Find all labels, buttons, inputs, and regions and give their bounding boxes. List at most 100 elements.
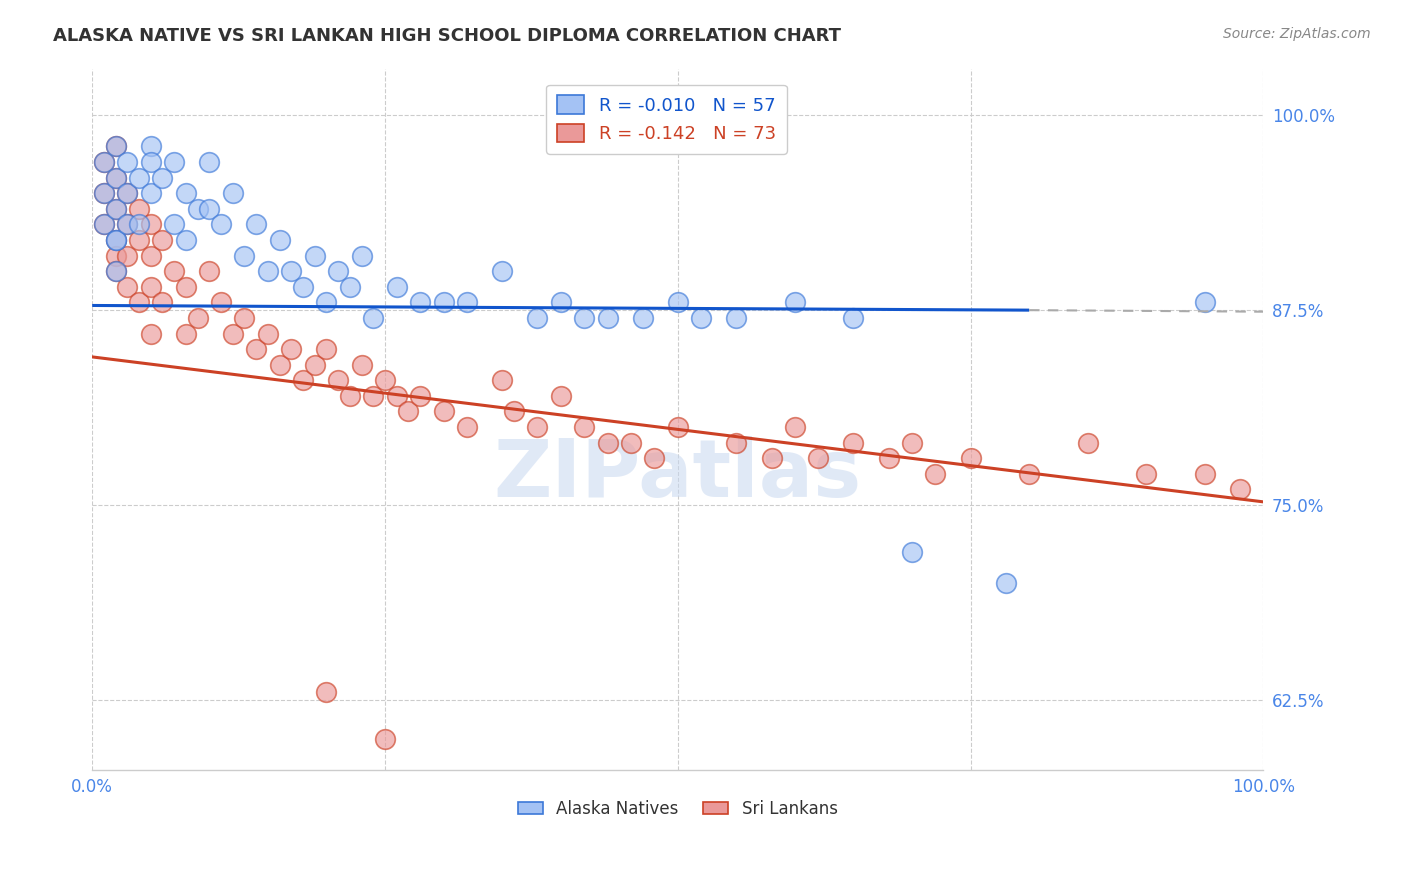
Point [572, 310, 595, 325]
Point [361, 389, 384, 403]
Point [761, 451, 783, 466]
Point [526, 420, 548, 434]
Point [233, 249, 256, 263]
Point [198, 264, 221, 278]
Point [209, 295, 232, 310]
Point [315, 685, 337, 699]
Point [783, 295, 806, 310]
Point [304, 249, 326, 263]
Point [269, 358, 291, 372]
Point [104, 249, 127, 263]
Point [361, 310, 384, 325]
Point [432, 404, 454, 418]
Point [1135, 467, 1157, 481]
Point [350, 358, 373, 372]
Point [198, 155, 221, 169]
Point [924, 467, 946, 481]
Point [93, 186, 115, 201]
Point [139, 279, 162, 293]
Point [104, 264, 127, 278]
Point [550, 389, 572, 403]
Point [104, 170, 127, 185]
Point [1229, 483, 1251, 497]
Point [93, 155, 115, 169]
Point [245, 342, 267, 356]
Point [807, 451, 830, 466]
Legend: Alaska Natives, Sri Lankans: Alaska Natives, Sri Lankans [512, 794, 845, 825]
Point [245, 218, 267, 232]
Point [456, 420, 478, 434]
Point [901, 435, 924, 450]
Point [550, 295, 572, 310]
Point [280, 342, 302, 356]
Point [163, 155, 186, 169]
Point [174, 186, 197, 201]
Point [187, 202, 209, 216]
Point [1194, 295, 1216, 310]
Point [374, 373, 396, 387]
Point [783, 420, 806, 434]
Point [128, 295, 150, 310]
Point [139, 139, 162, 153]
Point [901, 545, 924, 559]
Point [374, 731, 396, 746]
Point [666, 420, 689, 434]
Point [432, 779, 454, 793]
Point [152, 170, 174, 185]
Point [117, 155, 139, 169]
Point [409, 389, 432, 403]
Point [104, 264, 127, 278]
Point [326, 373, 349, 387]
Point [163, 218, 186, 232]
Point [725, 310, 748, 325]
Point [128, 202, 150, 216]
Point [631, 310, 654, 325]
Point [396, 404, 419, 418]
Point [222, 326, 245, 341]
Point [315, 342, 337, 356]
Point [877, 451, 900, 466]
Point [456, 295, 478, 310]
Point [385, 279, 408, 293]
Point [596, 310, 619, 325]
Point [104, 202, 127, 216]
Point [117, 186, 139, 201]
Point [409, 295, 432, 310]
Point [104, 233, 127, 247]
Point [174, 326, 197, 341]
Point [491, 373, 513, 387]
Point [526, 310, 548, 325]
Point [1018, 467, 1040, 481]
Point [93, 218, 115, 232]
Point [128, 233, 150, 247]
Point [842, 435, 865, 450]
Point [666, 295, 689, 310]
Point [1077, 435, 1099, 450]
Point [93, 218, 115, 232]
Point [257, 264, 280, 278]
Point [128, 218, 150, 232]
Point [139, 326, 162, 341]
Point [174, 279, 197, 293]
Point [104, 139, 127, 153]
Point [350, 249, 373, 263]
Point [174, 233, 197, 247]
Point [280, 264, 302, 278]
Point [117, 218, 139, 232]
Point [292, 373, 315, 387]
Point [257, 326, 280, 341]
Text: Source: ZipAtlas.com: Source: ZipAtlas.com [1223, 27, 1371, 41]
Point [1194, 467, 1216, 481]
Point [432, 295, 454, 310]
Point [198, 202, 221, 216]
Point [315, 295, 337, 310]
Point [104, 170, 127, 185]
Point [269, 233, 291, 247]
Point [139, 155, 162, 169]
Point [620, 435, 643, 450]
Point [128, 170, 150, 185]
Point [339, 389, 361, 403]
Point [163, 264, 186, 278]
Point [117, 186, 139, 201]
Point [139, 249, 162, 263]
